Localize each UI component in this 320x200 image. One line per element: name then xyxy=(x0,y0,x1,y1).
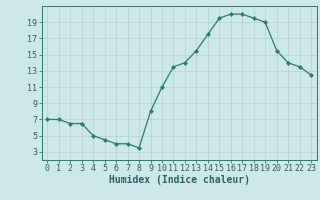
X-axis label: Humidex (Indice chaleur): Humidex (Indice chaleur) xyxy=(109,175,250,185)
